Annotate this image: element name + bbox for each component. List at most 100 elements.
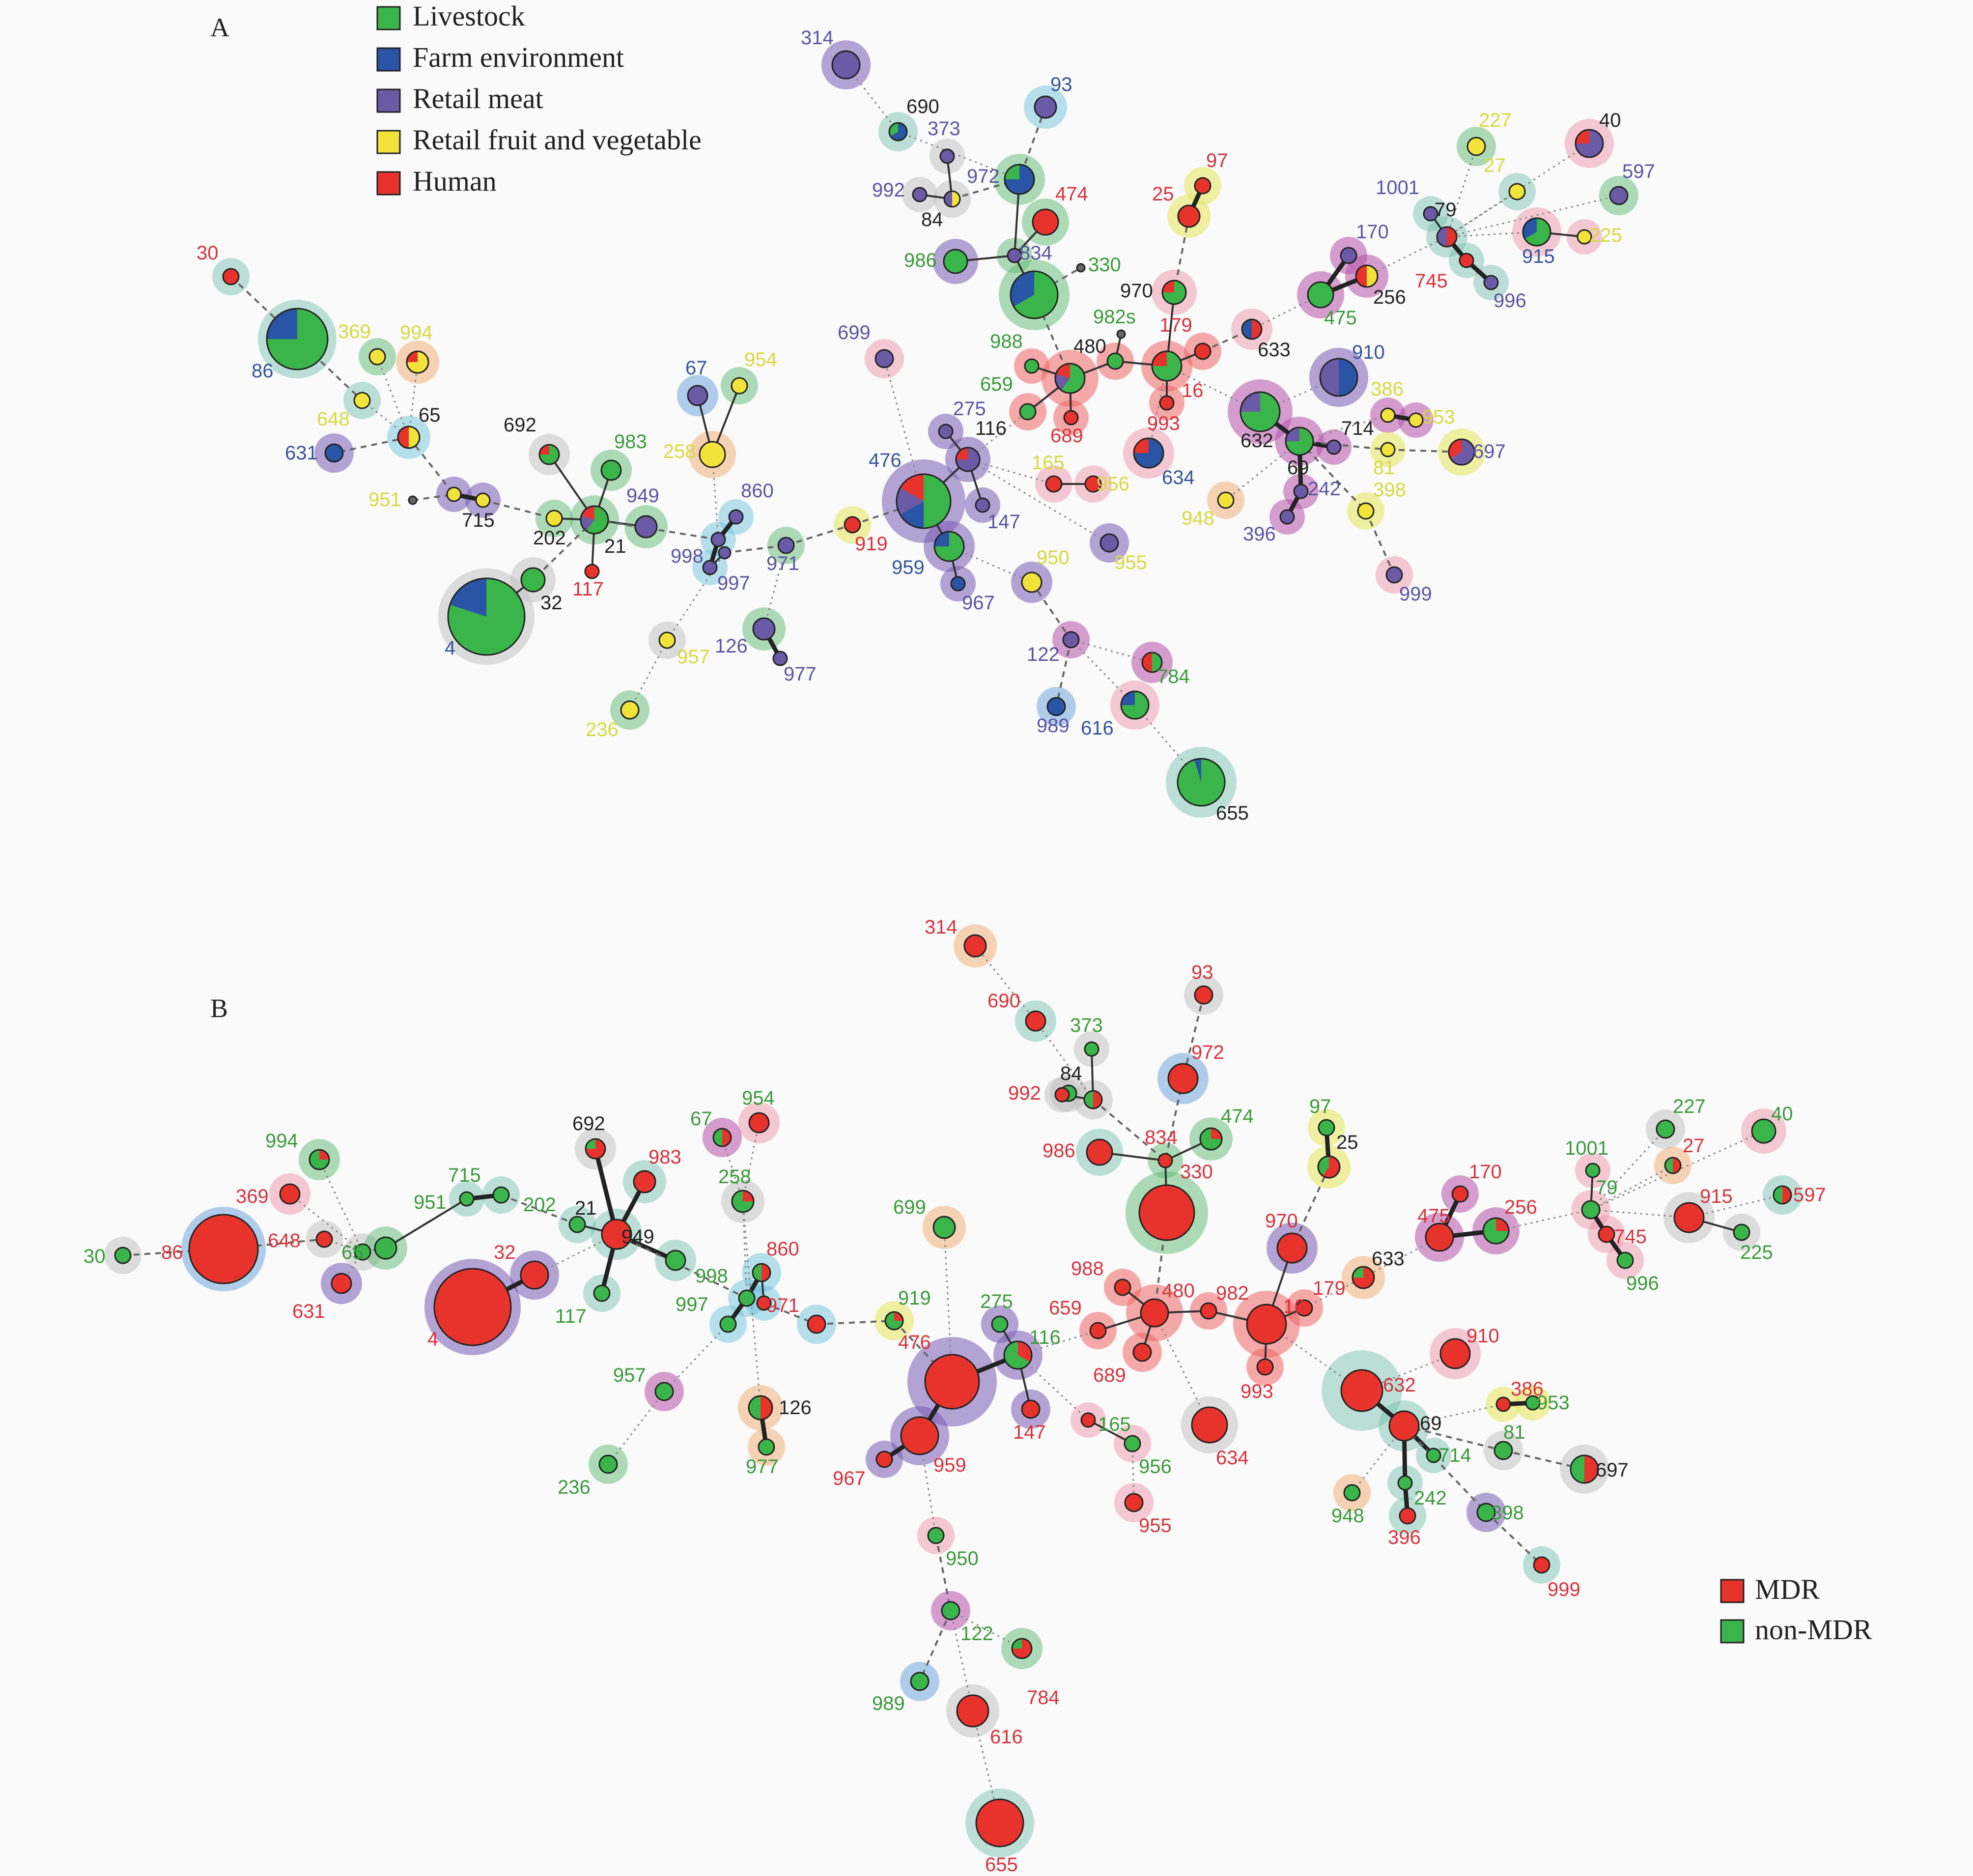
panelB-node-956-slice xyxy=(1124,1435,1141,1452)
panelB-label-989: 989 xyxy=(872,1693,905,1714)
panelA-node-116-outline xyxy=(955,447,981,472)
panelA-edge-93-972 xyxy=(1018,107,1046,180)
panelB-node-986 xyxy=(1086,1138,1113,1166)
panelB-node-784-slice-1 xyxy=(1012,1639,1022,1649)
tree-nodes xyxy=(114,50,1792,1848)
panelB-node-967-slice xyxy=(875,1450,893,1468)
panelA-node-227-slice xyxy=(1466,137,1486,156)
panelA-node-616-outline xyxy=(1120,690,1150,720)
panelB-label-915: 915 xyxy=(1700,1186,1733,1207)
panelB-node-65-slice xyxy=(354,1243,371,1261)
panelA-node-948 xyxy=(1217,491,1235,509)
panelA-label-81: 81 xyxy=(1373,457,1395,479)
panelB-node-994 xyxy=(309,1149,330,1170)
panelB-node-386-slice xyxy=(1495,1396,1511,1412)
panelA-edge-971-126 xyxy=(763,545,787,629)
panelA-node-97 xyxy=(1194,177,1212,195)
panelB-node-93-slice xyxy=(1194,985,1213,1005)
panelA-edge-227-79 xyxy=(1446,146,1477,237)
panelA-node-330s xyxy=(1076,263,1086,273)
panelB-node-65 xyxy=(354,1243,371,1261)
panelB-edge-950-122 xyxy=(935,1535,952,1611)
panelB-node-633 xyxy=(1352,1266,1375,1289)
panelB-label-954: 954 xyxy=(742,1087,775,1109)
panelB-node-179 xyxy=(1296,1299,1313,1317)
panelA-node-970 xyxy=(1161,280,1187,305)
panelA-node-689-slice xyxy=(1063,410,1079,426)
panelA-node-97-slice xyxy=(1194,177,1212,195)
panelA-edge-398-999 xyxy=(1365,511,1395,575)
panelA-node-256 xyxy=(1355,264,1379,288)
panelB-node-633-outline xyxy=(1352,1266,1375,1289)
panelB-node-97 xyxy=(1318,1119,1335,1137)
panelA-node-369 xyxy=(368,348,386,366)
panelB-edge-27-79 xyxy=(1590,1165,1673,1211)
panelB-node-994-slice-0 xyxy=(319,1150,329,1160)
panelA-node-697 xyxy=(1448,438,1475,466)
panelB-node-597 xyxy=(1773,1185,1792,1205)
panelB-label-689: 689 xyxy=(1093,1364,1126,1386)
panelA-node-983-slice xyxy=(600,459,622,481)
panelB-node-386 xyxy=(1495,1396,1511,1412)
panelB-node-170-slice xyxy=(1451,1185,1469,1203)
panelA-label-994: 994 xyxy=(400,322,433,343)
panelA-node-330-slice-0 xyxy=(1014,271,1058,318)
panelA-node-919 xyxy=(844,516,861,534)
panelA-node-597 xyxy=(1609,186,1629,205)
panelA-node-225-slice xyxy=(1577,229,1592,245)
panelB-node-79 xyxy=(1581,1200,1601,1220)
panelA-node-659 xyxy=(1019,403,1037,421)
panelA-node-386 xyxy=(1380,407,1396,423)
panelA-node-476 xyxy=(896,473,952,529)
panelB-node-474-slice-0 xyxy=(1211,1128,1222,1139)
panelB-label-659: 659 xyxy=(1049,1297,1082,1319)
panelA-node-79 xyxy=(1436,226,1458,248)
panelB-label-170: 170 xyxy=(1469,1161,1502,1183)
panelA-node-634-slice-1 xyxy=(1134,438,1149,453)
panelA-node-369-slice xyxy=(368,348,386,366)
panelA-node-988-slice xyxy=(1024,358,1040,374)
panelB-label-81: 81 xyxy=(1503,1421,1525,1443)
panelB-label-616: 616 xyxy=(990,1726,1023,1748)
panelB-node-4 xyxy=(433,1268,512,1346)
panelA-label-648: 648 xyxy=(317,408,350,430)
panelA-node-116-slice-1 xyxy=(956,448,968,459)
panelB-node-67-slice-0 xyxy=(722,1129,731,1146)
panelB-node-970-slice xyxy=(1276,1232,1308,1264)
panelB-node-631 xyxy=(331,1273,352,1294)
panelA-node-122 xyxy=(1062,631,1080,649)
panelB-node-256-slice-0 xyxy=(1496,1218,1509,1231)
panelB-node-236 xyxy=(598,1454,618,1474)
panelA-node-256-outline xyxy=(1355,264,1379,288)
panelA-label-116: 116 xyxy=(975,418,1007,439)
panelA-node-476-slice-2 xyxy=(897,487,924,515)
panelA-label-170: 170 xyxy=(1356,221,1389,243)
panelA-node-949 xyxy=(634,515,658,539)
panelA-node-330 xyxy=(1010,270,1059,319)
panelA-node-957-slice xyxy=(658,631,676,649)
panelA-label-30: 30 xyxy=(197,242,219,264)
panelB-node-957 xyxy=(654,1382,674,1401)
panelB-node-474-slice-1 xyxy=(1200,1128,1222,1150)
panelA-label-697: 697 xyxy=(1473,441,1506,462)
panelB-label-977: 977 xyxy=(746,1456,779,1478)
panelA-edge-950-122 xyxy=(1031,581,1072,641)
panelB-node-972-slice xyxy=(1167,1063,1199,1094)
panelB-node-116 xyxy=(1003,1340,1033,1370)
panelA-label-236: 236 xyxy=(586,719,619,740)
panelB-label-959: 959 xyxy=(933,1454,966,1476)
legend-label-livestock: Livestock xyxy=(413,0,525,32)
panelA-node-632 xyxy=(1240,391,1281,432)
panelB-edge-956-955 xyxy=(1131,1443,1135,1503)
panelA-label-386: 386 xyxy=(1371,378,1404,400)
panelB-node-373 xyxy=(1084,1041,1099,1057)
panelA-node-65 xyxy=(397,426,421,449)
panelA-label-4: 4 xyxy=(445,637,455,659)
panelA-label-999: 999 xyxy=(1399,583,1432,605)
panelA-node-997b-slice xyxy=(710,532,726,547)
panelB-node-227 xyxy=(1656,1119,1675,1139)
panelB-node-997-slice xyxy=(719,1315,737,1333)
panelA-node-690-outline xyxy=(888,122,908,142)
panelB-node-1001-slice xyxy=(1585,1163,1601,1178)
panelA-node-16-slice xyxy=(1194,342,1212,360)
